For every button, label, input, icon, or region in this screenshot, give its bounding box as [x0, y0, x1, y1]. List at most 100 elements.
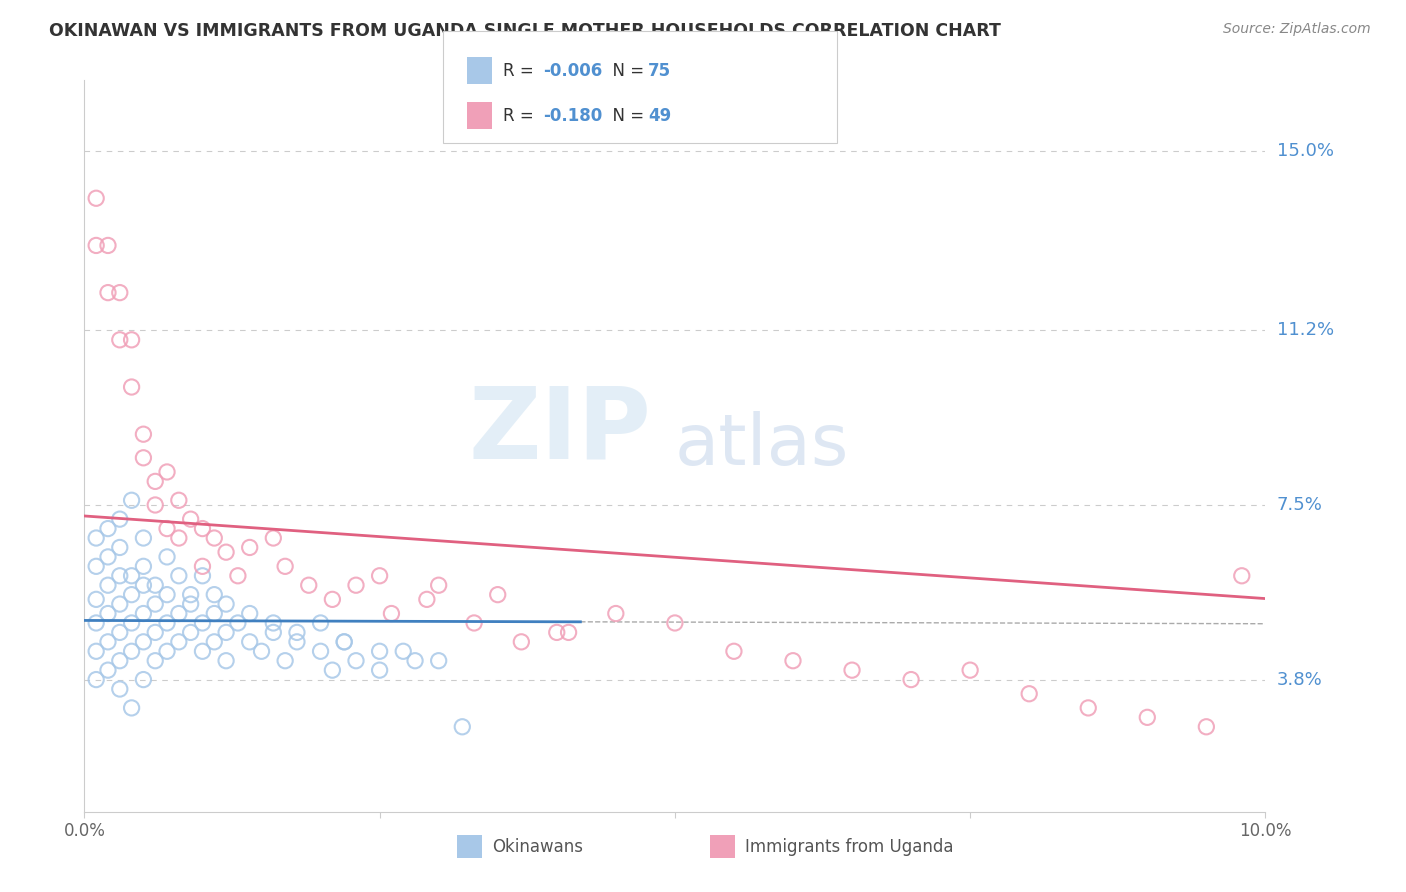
- Point: [121, 588, 143, 602]
- Point: [121, 615, 143, 630]
- Point: [156, 615, 179, 630]
- Point: [226, 568, 249, 582]
- Point: [108, 597, 131, 611]
- Point: [1230, 568, 1253, 582]
- Text: 75: 75: [648, 62, 671, 79]
- Point: [333, 635, 356, 649]
- Point: [392, 644, 415, 658]
- Point: [215, 545, 238, 559]
- Point: [132, 427, 155, 442]
- Point: [108, 625, 131, 640]
- Point: [202, 607, 225, 621]
- Point: [285, 635, 308, 649]
- Point: [510, 635, 533, 649]
- Point: [239, 541, 262, 555]
- Point: [108, 512, 131, 526]
- Point: [108, 654, 131, 668]
- Point: [108, 541, 131, 555]
- Point: [1077, 701, 1099, 715]
- Text: OKINAWAN VS IMMIGRANTS FROM UGANDA SINGLE MOTHER HOUSEHOLDS CORRELATION CHART: OKINAWAN VS IMMIGRANTS FROM UGANDA SINGL…: [49, 22, 1001, 40]
- Point: [309, 615, 332, 630]
- Point: [108, 285, 131, 300]
- Text: Source: ZipAtlas.com: Source: ZipAtlas.com: [1223, 22, 1371, 37]
- Point: [167, 568, 190, 582]
- Text: -0.006: -0.006: [543, 62, 602, 79]
- Y-axis label: Single Mother Households: Single Mother Households: [0, 338, 8, 554]
- Point: [368, 568, 391, 582]
- Point: [167, 635, 190, 649]
- Point: [486, 588, 509, 602]
- Point: [262, 531, 284, 545]
- Point: [143, 654, 166, 668]
- Point: [404, 654, 426, 668]
- Point: [84, 559, 107, 574]
- Point: [132, 607, 155, 621]
- Point: [959, 663, 981, 677]
- Point: [191, 615, 214, 630]
- Point: [262, 625, 284, 640]
- Point: [344, 578, 367, 592]
- Point: [900, 673, 922, 687]
- Point: [368, 663, 391, 677]
- Point: [841, 663, 863, 677]
- Point: [215, 597, 238, 611]
- Point: [557, 625, 579, 640]
- Point: [97, 549, 120, 564]
- Point: [97, 607, 120, 621]
- Text: ZIP: ZIP: [468, 383, 651, 480]
- Text: 3.8%: 3.8%: [1277, 671, 1322, 689]
- Point: [143, 578, 166, 592]
- Point: [121, 701, 143, 715]
- Point: [215, 654, 238, 668]
- Point: [723, 644, 745, 658]
- Point: [215, 625, 238, 640]
- Point: [167, 493, 190, 508]
- Text: 7.5%: 7.5%: [1277, 496, 1323, 514]
- Point: [321, 592, 343, 607]
- Point: [84, 644, 107, 658]
- Point: [84, 191, 107, 205]
- Point: [202, 635, 225, 649]
- Point: [368, 644, 391, 658]
- Point: [344, 654, 367, 668]
- Text: atlas: atlas: [675, 411, 849, 481]
- Point: [191, 559, 214, 574]
- Point: [1136, 710, 1159, 724]
- Text: R =: R =: [503, 62, 540, 79]
- Point: [416, 592, 439, 607]
- Point: [202, 531, 225, 545]
- Point: [202, 588, 225, 602]
- Point: [84, 592, 107, 607]
- Point: [180, 625, 202, 640]
- Text: N =: N =: [602, 62, 650, 79]
- Text: Immigrants from Uganda: Immigrants from Uganda: [745, 838, 953, 855]
- Text: R =: R =: [503, 107, 540, 125]
- Point: [143, 625, 166, 640]
- Point: [782, 654, 804, 668]
- Text: Okinawans: Okinawans: [492, 838, 583, 855]
- Point: [191, 644, 214, 658]
- Point: [97, 285, 120, 300]
- Point: [121, 333, 143, 347]
- Point: [156, 465, 179, 479]
- Point: [1018, 687, 1040, 701]
- Point: [156, 549, 179, 564]
- Point: [463, 615, 485, 630]
- Point: [97, 635, 120, 649]
- Text: 49: 49: [648, 107, 672, 125]
- Point: [143, 597, 166, 611]
- Point: [156, 522, 179, 536]
- Point: [143, 475, 166, 489]
- Point: [239, 607, 262, 621]
- Point: [191, 568, 214, 582]
- Point: [427, 654, 450, 668]
- Point: [108, 568, 131, 582]
- Point: [380, 607, 402, 621]
- Point: [250, 644, 273, 658]
- Point: [451, 720, 474, 734]
- Point: [167, 531, 190, 545]
- Point: [167, 607, 190, 621]
- Point: [121, 644, 143, 658]
- Point: [1195, 720, 1218, 734]
- Point: [132, 635, 155, 649]
